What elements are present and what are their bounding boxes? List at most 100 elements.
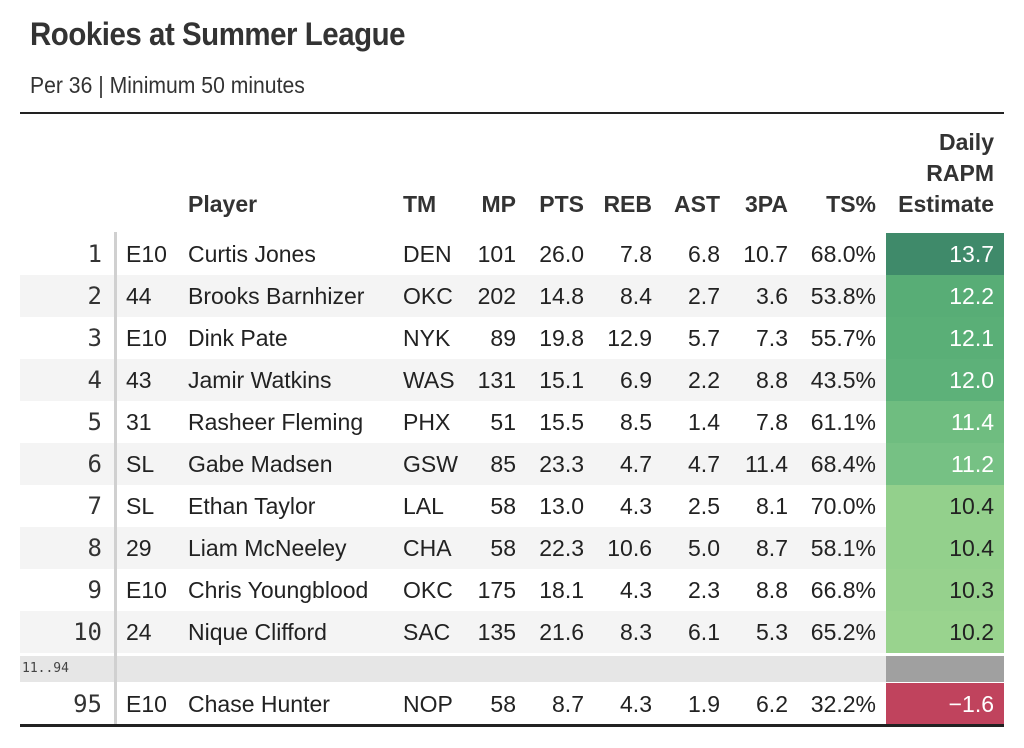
cell-reb: 8.3 — [620, 619, 652, 645]
cell-player: Chris Youngblood — [188, 577, 369, 603]
cell-reb: 10.6 — [607, 535, 652, 561]
cell-ts: 53.8% — [810, 283, 876, 309]
cell-ast: 1.9 — [688, 691, 720, 717]
cell-pick: 31 — [126, 409, 152, 435]
cell-pick: E10 — [126, 691, 167, 717]
cell-team: CHA — [403, 535, 452, 561]
table-row: 9 E10 Chris Youngblood OKC 175 18.1 4.3 2.3 8.8 6… — [20, 569, 1004, 611]
cell-mp: 85 — [490, 451, 516, 477]
table-row: 4 43 Jamir Watkins WAS 131 15.1 6.9 2.2 8.8 43.5%… — [20, 359, 1004, 401]
cell-rapm: −1.6 — [886, 683, 1004, 725]
cell-rank: 10 — [73, 618, 102, 646]
cell-team: PHX — [403, 409, 451, 435]
cell-player: Jamir Watkins — [188, 367, 332, 393]
cell-pick: 43 — [126, 367, 152, 393]
gap-row: 11..94 — [20, 656, 1004, 682]
header-reb: REB — [603, 191, 652, 217]
table-row: 1 E10 Curtis Jones DEN 101 26.0 7.8 6.8 10.7 68.0… — [20, 233, 1004, 275]
cell-3pa: 8.8 — [756, 367, 788, 393]
cell-pts: 13.0 — [539, 493, 584, 519]
cell-pick: 44 — [126, 283, 152, 309]
header-ast: AST — [674, 191, 720, 217]
cell-rapm: 11.4 — [886, 401, 1004, 443]
cell-rapm: 10.4 — [886, 485, 1004, 527]
cell-team: NYK — [403, 325, 451, 351]
chart-title: Rookies at Summer League — [30, 16, 406, 52]
header-rapm-line3: Estimate — [898, 191, 994, 217]
cell-3pa: 8.1 — [756, 493, 788, 519]
cell-team: OKC — [403, 577, 453, 603]
cell-mp: 58 — [490, 493, 516, 519]
cell-reb: 8.5 — [620, 409, 652, 435]
cell-ast: 5.0 — [688, 535, 720, 561]
cell-mp: 89 — [490, 325, 516, 351]
header-rapm: Daily RAPM Estimate — [880, 128, 994, 220]
header-player: Player — [188, 191, 258, 217]
cell-ast: 2.2 — [688, 367, 720, 393]
cell-ts: 58.1% — [810, 535, 876, 561]
cell-pts: 14.8 — [539, 283, 584, 309]
cell-reb: 12.9 — [607, 325, 652, 351]
cell-pts: 8.7 — [552, 691, 584, 717]
cell-rapm: 12.1 — [886, 317, 1004, 359]
cell-3pa: 7.3 — [756, 325, 788, 351]
cell-team: OKC — [403, 283, 453, 309]
cell-player: Nique Clifford — [188, 619, 327, 645]
cell-3pa: 10.7 — [743, 241, 788, 267]
cell-reb: 4.7 — [620, 451, 652, 477]
cell-ts: 66.8% — [810, 577, 876, 603]
cell-mp: 135 — [477, 619, 516, 645]
cell-pts: 15.1 — [539, 367, 584, 393]
cell-ts: 55.7% — [810, 325, 876, 351]
cell-3pa: 5.3 — [756, 619, 788, 645]
chart-subtitle: Per 36 | Minimum 50 minutes — [30, 72, 305, 98]
cell-mp: 58 — [490, 535, 516, 561]
table-row: 3 E10 Dink Pate NYK 89 19.8 12.9 5.7 7.3 55.7% 12.… — [20, 317, 1004, 359]
gap-rapm-cell — [886, 656, 1004, 682]
cell-3pa: 6.2 — [756, 691, 788, 717]
cell-pts: 15.5 — [539, 409, 584, 435]
cell-player: Liam McNeeley — [188, 535, 347, 561]
cell-reb: 6.9 — [620, 367, 652, 393]
cell-mp: 175 — [477, 577, 516, 603]
header-rapm-line1: Daily — [939, 129, 994, 155]
cell-reb: 4.3 — [620, 493, 652, 519]
cell-reb: 8.4 — [620, 283, 652, 309]
header-3pa: 3PA — [744, 191, 788, 217]
top-rule — [20, 112, 1004, 114]
cell-rank: 4 — [87, 366, 102, 394]
cell-ast: 1.4 — [688, 409, 720, 435]
cell-pick: E10 — [126, 325, 167, 351]
cell-pts: 21.6 — [539, 619, 584, 645]
cell-rapm: 13.7 — [886, 233, 1004, 275]
cell-pick: 29 — [126, 535, 152, 561]
cell-mp: 58 — [490, 691, 516, 717]
cell-rank: 9 — [87, 576, 102, 604]
cell-rapm: 12.0 — [886, 359, 1004, 401]
table-row: 8 29 Liam McNeeley CHA 58 22.3 10.6 5.0 8.7 58.1%… — [20, 527, 1004, 569]
cell-player: Gabe Madsen — [188, 451, 333, 477]
cell-rapm: 11.2 — [886, 443, 1004, 485]
cell-player: Rasheer Fleming — [188, 409, 364, 435]
header-ts: TS% — [826, 191, 876, 217]
cell-ast: 6.8 — [688, 241, 720, 267]
cell-3pa: 8.8 — [756, 577, 788, 603]
cell-3pa: 8.7 — [756, 535, 788, 561]
cell-rapm: 10.3 — [886, 569, 1004, 611]
table-row: 2 44 Brooks Barnhizer OKC 202 14.8 8.4 2.7 3.6 53… — [20, 275, 1004, 317]
cell-pts: 18.1 — [539, 577, 584, 603]
cell-reb: 4.3 — [620, 691, 652, 717]
cell-rank: 6 — [87, 450, 102, 478]
cell-ts: 70.0% — [810, 493, 876, 519]
table-row: 5 31 Rasheer Fleming PHX 51 15.5 8.5 1.4 7.8 61.1… — [20, 401, 1004, 443]
cell-rapm: 10.4 — [886, 527, 1004, 569]
cell-mp: 202 — [477, 283, 516, 309]
cell-3pa: 3.6 — [756, 283, 788, 309]
cell-3pa: 11.4 — [744, 451, 788, 477]
cell-ast: 2.3 — [688, 577, 720, 603]
cell-pick: E10 — [126, 241, 167, 267]
cell-reb: 7.8 — [620, 241, 652, 267]
table-row: 6 SL Gabe Madsen GSW 85 23.3 4.7 4.7 11.4 68.4% 11… — [20, 443, 1004, 485]
cell-ast: 5.7 — [688, 325, 720, 351]
header-pts: PTS — [539, 191, 584, 217]
